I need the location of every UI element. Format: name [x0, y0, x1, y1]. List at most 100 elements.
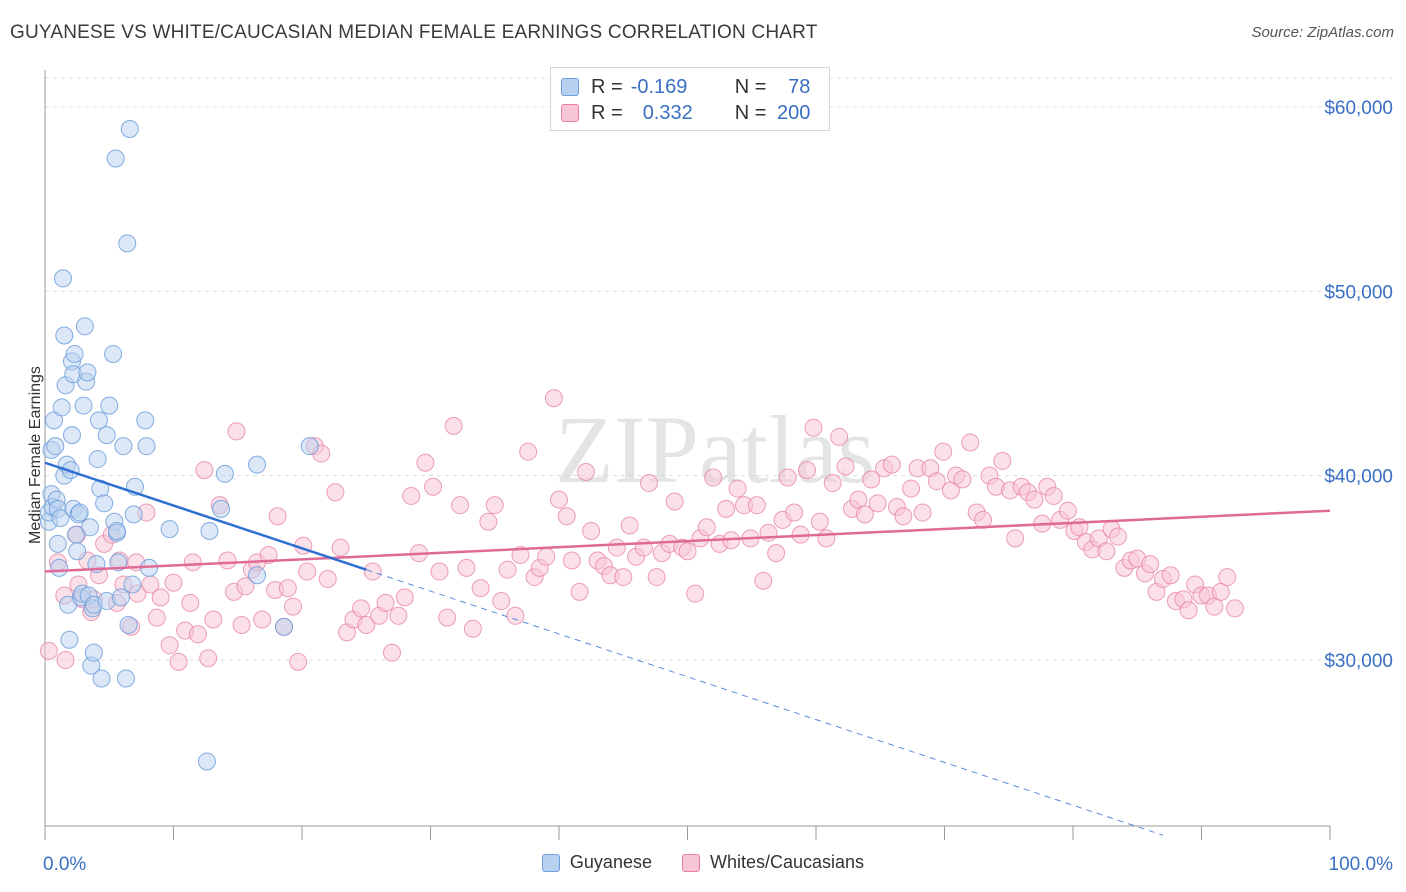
data-point-whites [352, 599, 371, 618]
data-point-whites [1006, 529, 1025, 548]
data-point-whites [717, 499, 736, 518]
data-point-whites [810, 512, 829, 531]
legend-item-whites: Whites/Caucasians [681, 852, 864, 873]
data-point-whites [1058, 501, 1077, 520]
data-point-guyanese [123, 575, 142, 594]
data-point-whites [902, 479, 921, 498]
data-point-whites [830, 427, 849, 446]
data-point-whites [1141, 555, 1160, 574]
data-point-whites [1218, 568, 1237, 587]
data-point-guyanese [89, 411, 108, 430]
data-point-whites [471, 579, 490, 598]
data-point-whites [823, 474, 842, 493]
data-point-whites [479, 512, 498, 531]
data-point-whites [204, 610, 223, 629]
data-point-whites [678, 542, 697, 561]
data-point-guyanese [50, 558, 69, 577]
data-point-whites [160, 636, 179, 655]
data-point-whites [778, 468, 797, 487]
data-point-whites [218, 551, 237, 570]
data-point-whites [785, 503, 804, 522]
data-point-whites [331, 538, 350, 557]
x-tick-label-max: 100.0% [1329, 854, 1394, 875]
data-point-whites [836, 457, 855, 476]
legend-label: Guyanese [569, 852, 652, 872]
data-point-whites [767, 544, 786, 563]
pink-swatch [561, 104, 579, 122]
data-point-whites [747, 496, 766, 515]
data-point-guyanese [109, 553, 128, 572]
data-point-whites [665, 492, 684, 511]
data-point-whites [492, 592, 511, 611]
data-point-whites [1179, 601, 1198, 620]
y-tick-label: $40,000 [1324, 467, 1393, 488]
data-point-guyanese [215, 464, 234, 483]
data-point-guyanese [106, 149, 125, 168]
data-point-guyanese [118, 234, 137, 253]
data-point-whites [463, 619, 482, 638]
data-point-guyanese [46, 437, 65, 456]
data-point-whites [993, 451, 1012, 470]
data-point-whites [519, 442, 538, 461]
data-point-whites [357, 616, 376, 635]
data-point-whites [181, 593, 200, 612]
data-point-whites [253, 610, 272, 629]
data-point-guyanese [114, 437, 133, 456]
data-point-guyanese [48, 534, 67, 553]
data-point-guyanese [51, 509, 70, 528]
data-point-whites [927, 472, 946, 491]
data-point-whites [147, 608, 166, 627]
n-label: N = [734, 75, 767, 98]
data-point-whites [318, 569, 337, 588]
n-value: 78 [788, 75, 811, 98]
data-point-guyanese [137, 437, 156, 456]
data-point-whites [227, 422, 246, 441]
data-point-guyanese [120, 120, 139, 139]
data-point-whites [451, 496, 470, 515]
data-point-whites [416, 453, 435, 472]
data-point-guyanese [97, 426, 116, 445]
data-point-whites [1097, 542, 1116, 561]
data-point-guyanese [119, 616, 138, 635]
data-point-guyanese [78, 363, 97, 382]
data-point-whites [498, 560, 517, 579]
data-point-whites [188, 625, 207, 644]
data-point-guyanese [107, 521, 126, 540]
data-point-whites [199, 649, 218, 668]
trend-lines [44, 461, 1331, 836]
data-point-whites [236, 577, 255, 596]
data-point-whites [754, 571, 773, 590]
data-point-whites [506, 606, 525, 625]
data-point-whites [607, 538, 626, 557]
data-point-guyanese [116, 669, 135, 688]
source-label: Source: ZipAtlas.com [1251, 24, 1394, 41]
data-point-whites [430, 562, 449, 581]
tick-labels: $30,000 $40,000 $50,000 $60,000 0.0% 100.0% [43, 98, 1393, 875]
data-point-whites [570, 582, 589, 601]
series-legend: Guyanese Whites/Caucasians [0, 852, 1406, 873]
blue-swatch [541, 853, 560, 872]
data-point-whites [195, 461, 214, 480]
data-point-whites [376, 593, 395, 612]
data-point-guyanese [111, 588, 130, 607]
data-point-guyanese [200, 521, 219, 540]
data-point-whites [614, 568, 633, 587]
data-point-guyanese [74, 396, 93, 415]
data-point-guyanese [104, 344, 123, 363]
data-point-guyanese [60, 630, 79, 649]
data-point-whites [562, 551, 581, 570]
r-value: -0.169 [630, 75, 688, 98]
data-point-guyanese [197, 752, 216, 771]
data-point-whites [817, 529, 836, 548]
data-point-whites [647, 568, 666, 587]
data-point-whites [728, 479, 747, 498]
x-tick-label-min: 0.0% [43, 854, 86, 875]
data-point-whites [382, 643, 401, 662]
data-point-whites [894, 507, 913, 526]
data-point-whites [934, 442, 953, 461]
data-point-guyanese [124, 505, 143, 524]
data-point-whites [424, 477, 443, 496]
data-point-whites [389, 606, 408, 625]
data-point-whites [289, 652, 308, 671]
data-point-whites [511, 545, 530, 564]
